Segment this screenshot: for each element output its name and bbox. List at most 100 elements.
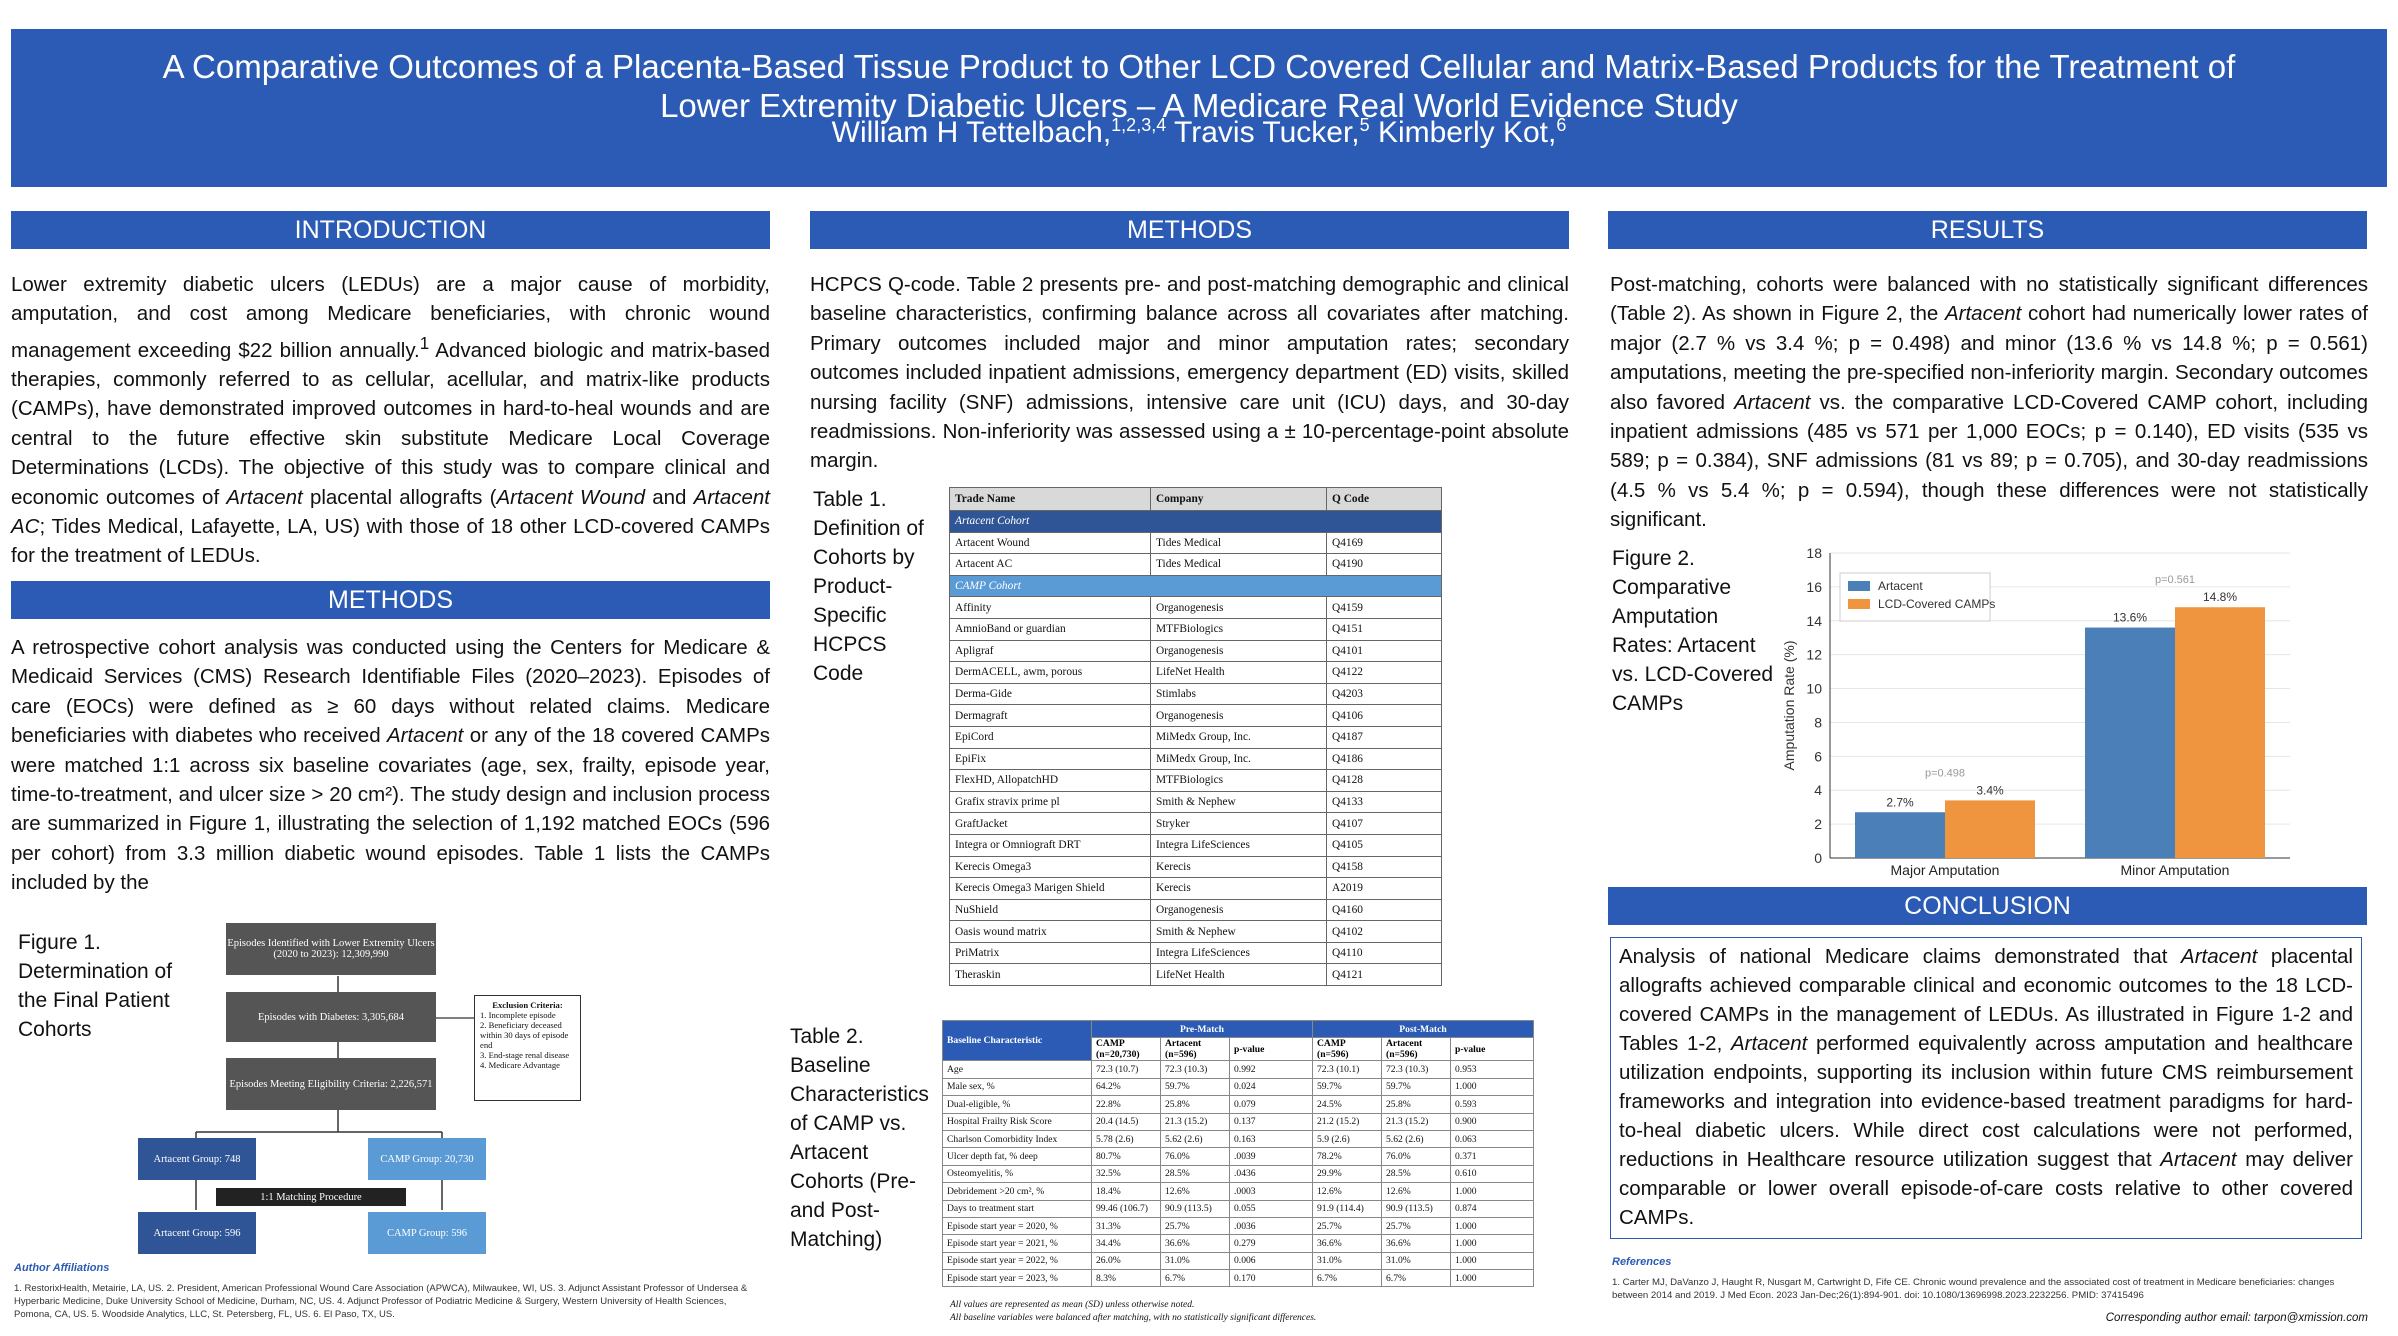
table1-caption: Table 1. Definition of Cohorts by Produc… (813, 488, 924, 685)
table-cell: Q4151 (1326, 617, 1442, 641)
table-cell: 0.874 (1450, 1199, 1534, 1218)
corresponding-author-email: Corresponding author email: tarpon@xmiss… (2105, 1312, 2368, 1324)
table-cell: MiMedx Group, Inc. (1150, 725, 1327, 749)
table-cell: Smith & Nephew (1150, 920, 1327, 943)
title-line-1: A Comparative Outcomes of a Placenta-Bas… (162, 48, 2236, 85)
table-cell: MTFBiologics (1150, 617, 1327, 641)
y-tick-label: 2 (1814, 816, 1822, 832)
author-list: William H Tettelbach,1,2,3,4 Travis Tuck… (11, 115, 2387, 150)
table-cell: 22.8% (1091, 1095, 1161, 1114)
table-row: Grafix stravix prime pl Smith & Nephew Q41… (949, 790, 1442, 814)
table-cell: 8.3% (1091, 1269, 1161, 1288)
table-cell: 28.5% (1160, 1164, 1230, 1184)
table-cell: 78.2% (1312, 1147, 1382, 1166)
table-cell: 25.7% (1312, 1216, 1382, 1236)
table-row: PriMatrix Integra LifeSciences Q4110 (949, 941, 1442, 965)
table-cell: 25.7% (1160, 1216, 1230, 1236)
text-italic: Artacent (1730, 1032, 1808, 1055)
table-cell: .0436 (1229, 1164, 1313, 1184)
table-cell: .0003 (1229, 1182, 1313, 1201)
table-cell: 31.0% (1312, 1251, 1382, 1271)
text-italic: Artacent (1944, 302, 2022, 326)
table-row: Episode start year = 2022, % 26.0% 31.0% 0.… (942, 1251, 1534, 1271)
table-cell: 25.8% (1160, 1095, 1230, 1114)
affiliations-heading: Author Affiliations (14, 1262, 110, 1274)
table-cell: .0039 (1229, 1147, 1313, 1166)
table-cell: 0.371 (1450, 1147, 1534, 1166)
column-group-header: Pre-Match (1091, 1019, 1313, 1039)
table-row: EpiFix MiMedx Group, Inc. Q4186 (949, 747, 1442, 771)
table-cell: 90.9 (113.5) (1160, 1199, 1230, 1218)
table-cell: 31.0% (1160, 1251, 1230, 1271)
text-run: Lower extremity diabetic ulcers (LEDUs) … (11, 273, 770, 362)
table-cell: Days to treatment start (942, 1199, 1092, 1218)
p-value-label: p=0.498 (1925, 767, 1965, 779)
table-cell: Dual-eligible, % (942, 1095, 1092, 1114)
table-row: Theraskin LifeNet Health Q4121 (949, 963, 1442, 987)
table-cell: 28.5% (1381, 1164, 1451, 1184)
table-cell: 6.7% (1160, 1269, 1230, 1288)
table-cell: 0.063 (1450, 1129, 1534, 1149)
table-cell: 6.7% (1381, 1269, 1451, 1288)
table2-note-2: All baseline variables were balanced aft… (950, 1313, 1317, 1323)
table-cell: 29.9% (1312, 1164, 1382, 1184)
table-subheader-row: CAMP (n=20,730) Artacent (n=596) p-value… (943, 1037, 1534, 1062)
text-italic: Artacent Wound (496, 485, 645, 509)
column-header: p-value (1450, 1037, 1534, 1062)
text-run: performed equivalently across amputation… (1619, 1032, 2353, 1171)
table-cell: 25.8% (1381, 1095, 1451, 1114)
table-cell: LifeNet Health (1150, 661, 1327, 684)
table-cell: 24.5% (1312, 1095, 1382, 1114)
exclusion-item: 4. Medicare Advantage (480, 1060, 560, 1070)
table-row: Dermagraft Organogenesis Q4106 (949, 704, 1442, 727)
citation-sup: 1 (419, 333, 430, 353)
table-cell: 91.9 (114.4) (1312, 1199, 1382, 1218)
table-cell: 0.279 (1229, 1234, 1313, 1253)
y-tick-label: 0 (1814, 850, 1822, 866)
table-row: Ulcer depth fat, % deep 80.7% 76.0% .0039 78… (942, 1147, 1534, 1166)
exclusion-item: 3. End-stage renal disease (480, 1050, 570, 1060)
column-header: Q Code (1326, 487, 1442, 511)
table2-baseline-characteristics: Baseline Characteristic Pre-Match Post-M… (942, 1019, 1534, 1288)
figure2-caption: Figure 2. Comparative Amputation Rates: … (1612, 547, 1774, 715)
table-cell: 1.000 (1450, 1251, 1534, 1271)
text-run: A retrospective cohort analysis was cond… (11, 636, 770, 748)
table-cell: EpiCord (949, 725, 1151, 749)
table-cell: 59.7% (1160, 1077, 1230, 1097)
x-tick-label: Minor Amputation (2121, 862, 2230, 878)
author-affiliation-sup: 5 (1359, 115, 1370, 135)
table-cell: 6.7% (1312, 1269, 1382, 1288)
table-cell: Q4133 (1326, 790, 1442, 814)
text-run: cohort had numerically lower rates of ma… (1610, 302, 2368, 414)
table-cell: DermACELL, awm, porous (949, 661, 1151, 684)
table-cell: Q4186 (1326, 747, 1442, 771)
table-cell: Q4159 (1326, 596, 1442, 619)
table-cell: 20.4 (14.5) (1091, 1112, 1161, 1131)
table-row: NuShield Organogenesis Q4160 (949, 898, 1442, 922)
references-heading: References (1612, 1256, 1672, 1268)
table-cell: 80.7% (1091, 1147, 1161, 1166)
table-cell: Q4101 (1326, 639, 1442, 663)
table-cell: Stimlabs (1150, 682, 1327, 706)
table-row: Charlson Comorbidity Index 5.78 (2.6) 5.62… (942, 1129, 1534, 1149)
table-cell: Stryker (1150, 812, 1327, 835)
table-cell: 99.46 (106.7) (1091, 1199, 1161, 1218)
column-header: p-value (1229, 1037, 1313, 1062)
table-row: Hospital Frailty Risk Score 20.4 (14.5) 21… (942, 1112, 1534, 1131)
column-header: Trade Name (949, 487, 1151, 511)
table-cell: Q4128 (1326, 769, 1442, 792)
table-row: Debridement >20 cm², % 18.4% 12.6% .0003 12.… (942, 1182, 1534, 1201)
introduction-text: Lower extremity diabetic ulcers (LEDUs) … (11, 270, 770, 571)
table-cell: Q4203 (1326, 682, 1442, 706)
text-italic: Artacent (2160, 1148, 2237, 1171)
table-cell: Q4102 (1326, 920, 1442, 943)
flow-box-lower-extremity-ulcers: Episodes Identified with Lower Extremity… (226, 923, 436, 975)
exclusion-item: 1. Incomplete episode (480, 1010, 556, 1020)
bar-value-label: 2.7% (1886, 795, 1914, 809)
poster-header: A Comparative Outcomes of a Placenta-Bas… (11, 29, 2387, 187)
table-cell: PriMatrix (949, 941, 1151, 965)
table-cell: .0036 (1229, 1216, 1313, 1236)
table-cell: Episode start year = 2020, % (942, 1216, 1092, 1236)
table-cell: Organogenesis (1150, 639, 1327, 663)
table-row: Episode start year = 2023, % 8.3% 6.7% 0.17… (942, 1269, 1534, 1288)
